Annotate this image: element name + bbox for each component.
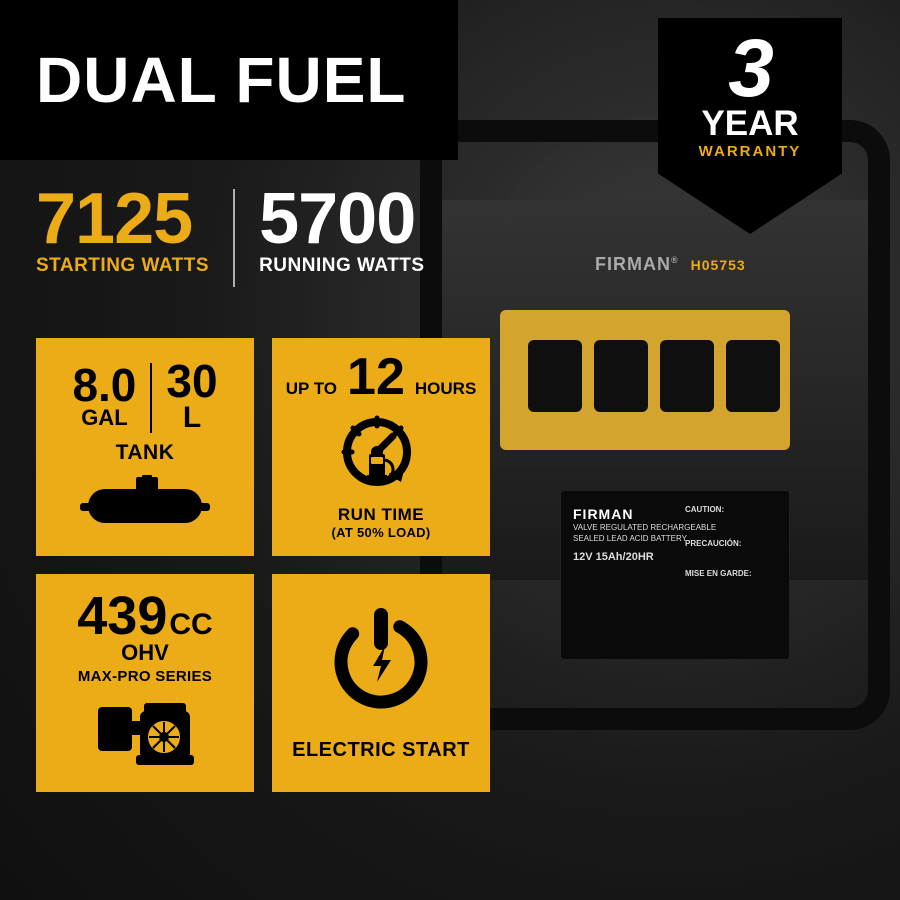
outlet-cover — [660, 340, 714, 412]
battery-precaution: PRECAUCIÓN: — [685, 539, 777, 549]
battery-caution: CAUTION: — [685, 505, 777, 515]
electric-start-label: ELECTRIC START — [292, 739, 470, 762]
tank-liter-value: 30 — [166, 360, 217, 404]
outlet-cover — [594, 340, 648, 412]
runtime-prefix: UP TO — [286, 379, 337, 399]
engine-tile: 439 CC OHV MAX-PRO SERIES — [36, 574, 254, 792]
spec-tile-grid: 8.0 GAL 30 L TANK UP TO 12 HOURS — [36, 338, 490, 792]
battery-label: FIRMAN VALVE REGULATED RECHARGEABLE SEAL… — [560, 490, 790, 660]
watts-divider — [233, 189, 235, 287]
header-banner: DUAL FUEL — [0, 0, 458, 160]
starting-watts-label: STARTING WATTS — [36, 255, 209, 277]
warranty-number: 3 — [728, 30, 772, 108]
outlet-cover — [528, 340, 582, 412]
running-watts-label: RUNNING WATTS — [259, 255, 425, 277]
tank-gal-unit: GAL — [81, 405, 127, 431]
battery-mise: MISE EN GARDE: — [685, 569, 777, 579]
runtime-value: 12 — [347, 354, 405, 401]
outlet-cover — [726, 340, 780, 412]
electric-start-tile: ELECTRIC START — [272, 574, 490, 792]
product-brand: FIRMAN® — [595, 254, 679, 275]
tank-gal-value: 8.0 — [72, 364, 136, 408]
engine-series: MAX-PRO SERIES — [78, 668, 212, 685]
engine-displacement: 439 — [77, 592, 167, 641]
tank-icon — [80, 475, 210, 534]
warranty-label: WARRANTY — [699, 143, 802, 160]
product-model: H05753 — [691, 257, 746, 273]
warranty-year-label: YEAR — [701, 106, 798, 143]
gauge-icon — [337, 412, 425, 497]
power-icon — [326, 604, 436, 719]
tank-tile: 8.0 GAL 30 L TANK — [36, 338, 254, 556]
runtime-label: RUN TIME — [338, 505, 424, 525]
running-watts: 5700 RUNNING WATTS — [259, 185, 425, 277]
runtime-sublabel: (AT 50% LOAD) — [332, 525, 431, 540]
runtime-suffix: HOURS — [415, 379, 476, 399]
starting-watts: 7125 STARTING WATTS — [36, 185, 209, 277]
tank-divider — [150, 363, 152, 433]
engine-icon — [90, 697, 200, 774]
product-model-tag: FIRMAN® H05753 — [595, 254, 746, 275]
runtime-tile: UP TO 12 HOURS — [272, 338, 490, 556]
tank-label: TANK — [116, 441, 175, 465]
engine-ohv: OHV — [121, 640, 169, 666]
running-watts-value: 5700 — [259, 185, 425, 253]
header-title: DUAL FUEL — [36, 43, 406, 117]
watts-block: 7125 STARTING WATTS 5700 RUNNING WATTS — [36, 185, 425, 287]
starting-watts-value: 7125 — [36, 185, 209, 253]
engine-displacement-unit: CC — [169, 608, 212, 642]
tank-liter-unit: L — [183, 401, 201, 435]
